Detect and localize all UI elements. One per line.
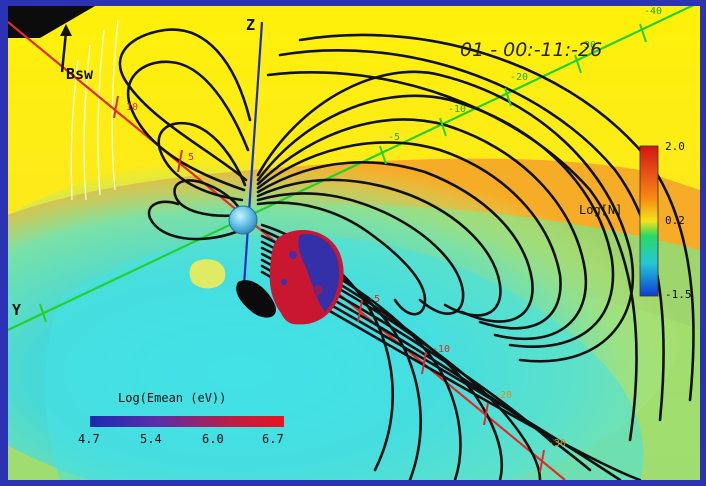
red-tick-label-3: -5: [368, 294, 380, 305]
log-n-colorbar-bar: [639, 145, 659, 297]
log-n-colorbar: Log[N] 2.0 0.2 -1.5: [579, 140, 692, 301]
particle-cloud: [269, 229, 344, 325]
y-axis-label: Y: [12, 301, 21, 319]
green-tick-label-1: -5: [388, 132, 400, 143]
red-tick-label-2: 5: [188, 152, 194, 163]
shadow-region: [236, 280, 276, 318]
energy-tick-1: 4.7: [78, 432, 100, 446]
z-axis-blue: [241, 21, 264, 301]
red-tick-label-6: -30: [548, 438, 566, 449]
red-tick-label-4: -10: [432, 344, 450, 355]
z-axis-label: Z: [246, 16, 255, 34]
energy-colorbar: Log(Emean (eV)) 4.7 5.4 6.0 6.7: [78, 391, 284, 446]
log-n-tick-min: -1.5: [665, 288, 692, 301]
timestamp-text: 01 - 00:-11:-26: [460, 39, 602, 61]
green-tick-label-5: -40: [644, 6, 662, 17]
green-tick-label-2: -10: [448, 104, 466, 115]
bsw-label: Bsw: [66, 65, 94, 83]
red-tick-label-5: -20: [494, 390, 512, 401]
red-axis-ticks: [113, 95, 545, 473]
magnetic-field-lines: [118, 28, 695, 480]
energy-tick-2: 5.4: [140, 432, 162, 446]
y-axis-green: [8, 6, 695, 331]
log-n-tick-max: 2.0: [665, 140, 685, 153]
dark-corner: [8, 6, 95, 38]
energy-tick-4: 6.7: [262, 432, 284, 446]
earth-sphere: [228, 205, 258, 235]
red-tick-label-1: 10: [126, 102, 138, 113]
energy-colorbar-label: Log(Emean (eV)): [118, 391, 226, 405]
green-axis-ticks: [39, 23, 647, 323]
energy-colorbar-bar: [90, 416, 284, 427]
log-n-tick-mid: 0.2: [665, 214, 685, 227]
green-tick-label-3: -20: [510, 72, 528, 83]
log-n-colorbar-label: Log[N]: [579, 203, 622, 217]
energy-tick-3: 6.0: [202, 432, 224, 446]
density-yellow-hole: [189, 259, 226, 289]
bsw-arrow-icon: [60, 24, 72, 73]
green-tick-label-4: -30: [578, 40, 596, 51]
